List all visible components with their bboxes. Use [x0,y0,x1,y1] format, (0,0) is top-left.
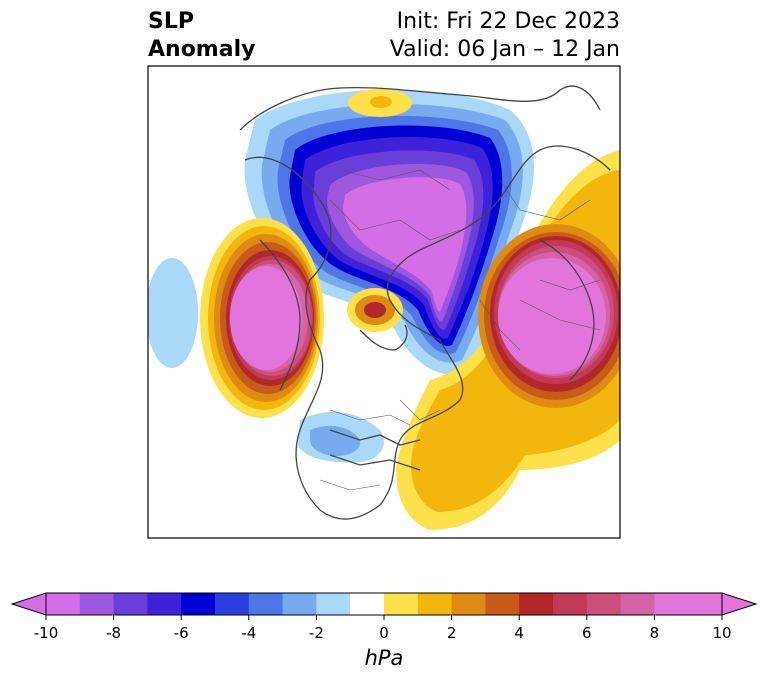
init-date: Init: Fri 22 Dec 2023 [396,9,620,34]
colorbar-tick-label: -8 [106,624,122,642]
central-small-high [347,288,403,332]
colorbar-bin [451,593,486,615]
colorbar-bin [586,593,622,615]
colorbar-bin [688,593,723,615]
map-frame [147,65,621,539]
colorbar: -10 -8 -6 -4 -2 0 2 4 6 8 10 hPa [0,580,768,680]
colorbar-bin [350,593,385,615]
coastlines [239,85,611,520]
colorbar-extend-low [10,592,47,616]
colorbar-tick-label: -10 [33,624,59,642]
colorbar-bin [384,593,419,615]
colorbar-bin [316,593,351,615]
colorbar-bin [248,593,284,615]
colorbar-tick-label: 10 [712,624,732,642]
valid-date: Valid: 06 Jan – 12 Jan [389,37,620,62]
title-line-1: SLP [148,9,194,34]
title-line-2: Anomaly [148,37,256,62]
colorbar-bin [620,593,655,615]
arctic-low-anomaly [244,89,534,375]
colorbar-tick-label: 2 [446,624,457,642]
colorbar-bin [553,593,588,615]
colorbar-tick-label: 4 [514,624,524,642]
colorbar-bin [485,593,520,615]
colorbar-tick-label: -4 [241,624,257,642]
anomaly-field [148,66,620,538]
colorbar-extend-high [721,592,758,616]
forecast-dates: Init: Fri 22 Dec 2023 Valid: 06 Jan – 12… [390,8,620,64]
colorbar-bin [147,593,182,615]
colorbar-bin [519,593,554,615]
colorbar-bin [113,593,148,615]
colorbar-tick-label: -6 [173,624,189,642]
colorbar-tick-label: 6 [582,624,592,642]
colorbar-tick-label: 8 [649,624,660,642]
map-title: SLP Anomaly [148,8,255,64]
colorbar-bin [215,593,250,615]
colorbar-bin [181,593,216,615]
colorbar-bin [282,593,317,615]
colorbar-bin [46,593,81,615]
colorbar-bin [417,593,453,615]
colorbar-graphic [10,592,758,620]
colorbar-tick-label: -2 [308,624,324,642]
minor-negative-left [148,258,198,368]
colorbar-bin [79,593,115,615]
colorbar-bin [654,593,689,615]
borders [319,169,601,491]
colorbar-unit: hPa [364,646,404,670]
colorbar-tick-label: 0 [379,624,389,642]
left-high-anomaly [200,218,324,418]
